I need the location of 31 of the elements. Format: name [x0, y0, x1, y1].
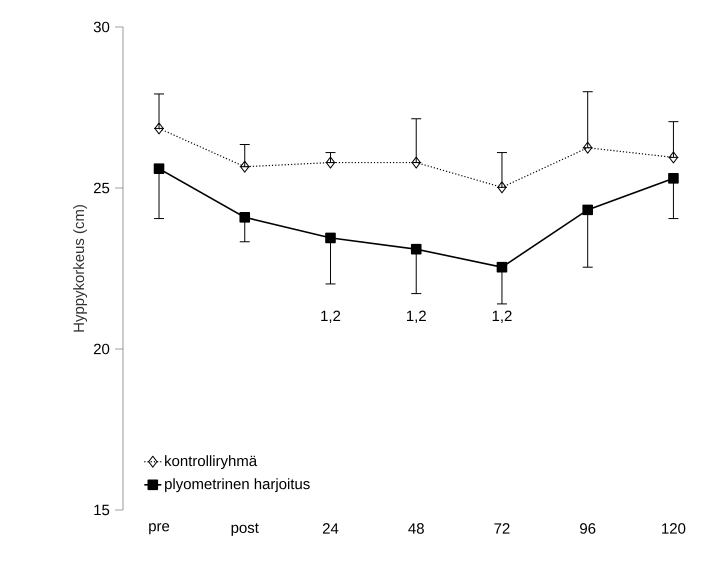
annotation: 1,2 — [321, 310, 340, 323]
point — [583, 142, 592, 154]
point — [326, 156, 336, 169]
point — [668, 173, 679, 184]
point — [154, 122, 164, 134]
point — [410, 244, 422, 254]
point — [325, 232, 336, 244]
x-tick-label: 96 — [580, 523, 596, 534]
point — [668, 151, 678, 164]
point — [154, 163, 164, 174]
x-tick-label: 120 — [662, 523, 686, 534]
point — [582, 204, 593, 216]
x-tick-label: 48 — [408, 523, 424, 534]
x-tick-label: 24 — [322, 523, 338, 534]
legend-label: plyometrinen harjoitus — [165, 478, 310, 492]
point — [497, 181, 507, 194]
point — [496, 262, 508, 272]
y-axis-title: Hyppykorkeus (cm) — [73, 205, 88, 332]
y-tick-label: 25 — [94, 182, 110, 194]
y-tick-label: 20 — [94, 344, 110, 354]
annotation: 1,2 — [406, 310, 426, 323]
point — [240, 160, 250, 173]
y-tick-label: 15 — [94, 504, 110, 516]
point — [239, 212, 250, 223]
annotation: 1,2 — [492, 310, 512, 323]
legend-label: kontrolliryhmä — [165, 455, 258, 470]
x-tick-label: 72 — [494, 523, 510, 534]
point — [412, 156, 421, 169]
x-tick-label: pre — [149, 523, 170, 534]
x-tick-label: post — [232, 523, 259, 536]
y-tick-label: 30 — [94, 22, 110, 32]
